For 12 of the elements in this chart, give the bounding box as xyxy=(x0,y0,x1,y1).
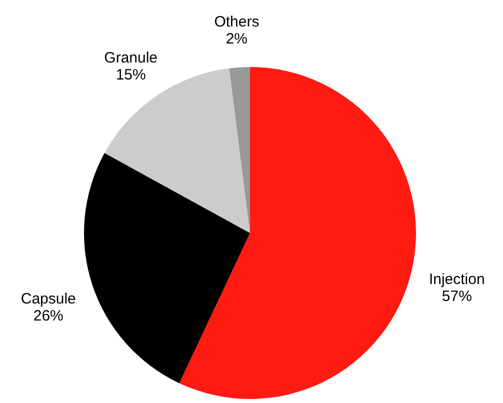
slice-label: Injection xyxy=(428,271,485,288)
pie-slice xyxy=(104,68,250,233)
pie-slice xyxy=(179,67,416,399)
data-label: 2% xyxy=(226,30,248,48)
data-label: 15% xyxy=(116,66,146,84)
slice-label: Capsule xyxy=(20,290,76,308)
data-label: 57% xyxy=(442,288,472,306)
pie-slice xyxy=(84,153,250,384)
slice-label: Others xyxy=(214,13,260,30)
pie-slice xyxy=(229,67,250,233)
slice-label: Granule xyxy=(104,50,158,67)
data-label: 26% xyxy=(33,308,64,325)
